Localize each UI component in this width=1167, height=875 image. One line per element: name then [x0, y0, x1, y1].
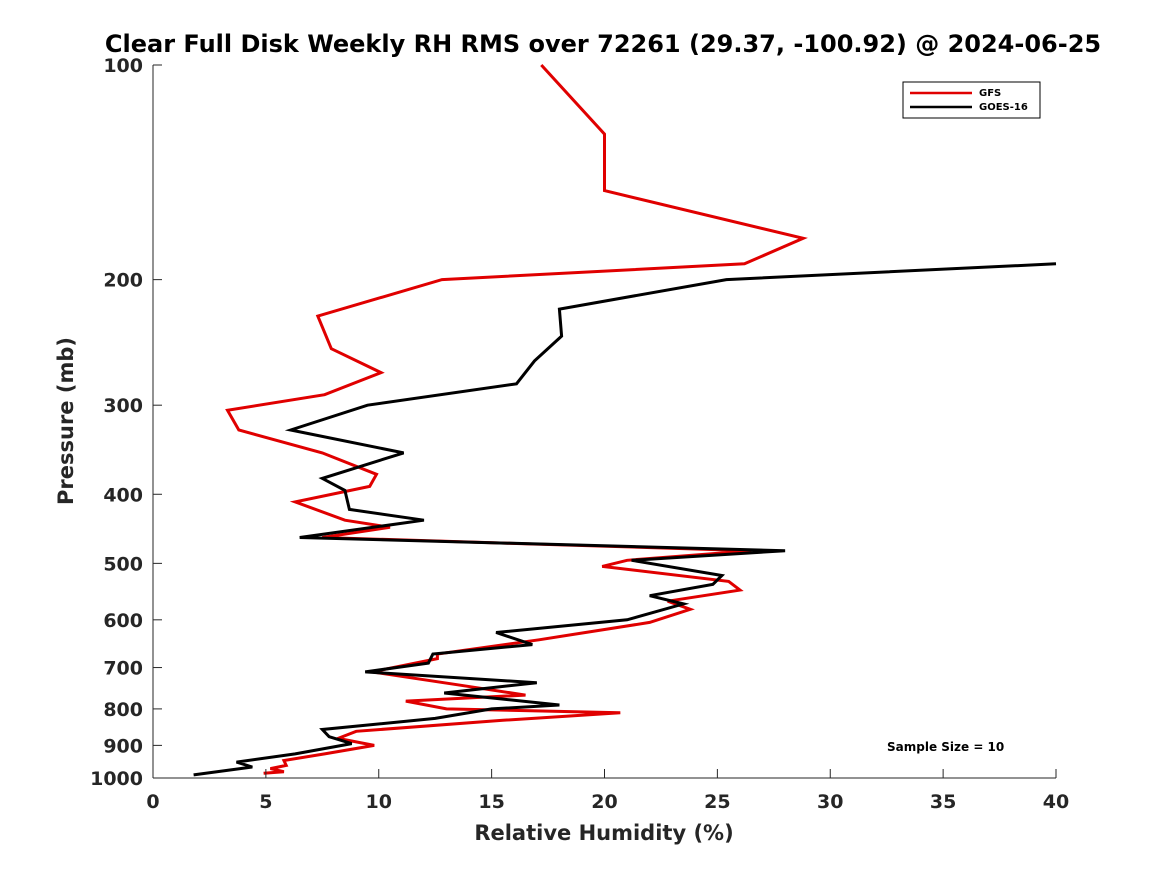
y-tick-label: 900: [103, 735, 143, 757]
sample-size-annotation: Sample Size = 10: [887, 740, 1004, 754]
y-tick-label: 800: [103, 699, 143, 721]
x-tick-label: 35: [930, 791, 956, 813]
series-line-goes16: [193, 262, 1057, 777]
y-tick-label: 500: [103, 553, 143, 575]
x-tick-label: 0: [146, 791, 159, 813]
x-axis-label: Relative Humidity (%): [474, 821, 733, 845]
y-tick-label: 1000: [90, 768, 143, 790]
y-tick-label: 200: [103, 270, 143, 292]
x-tick-label: 5: [259, 791, 272, 813]
y-axis-ticks: 100 200 300 400 500 600 700 800 900 1000: [90, 55, 162, 790]
series-layer: [193, 63, 1057, 777]
x-tick-label: 25: [704, 791, 730, 813]
y-tick-label: 400: [103, 484, 143, 506]
legend-label-gfs: GFS: [979, 88, 1001, 99]
legend: GFS GOES-16: [902, 81, 1041, 119]
chart-title: Clear Full Disk Weekly RH RMS over 72261…: [105, 30, 1101, 58]
x-axis-ticks: 0 5 10 15 20 25 30 35 40: [146, 769, 1069, 813]
y-tick-label: 600: [103, 610, 143, 632]
x-tick-label: 20: [591, 791, 617, 813]
series-line-gfs: [225, 63, 808, 775]
x-tick-label: 30: [817, 791, 843, 813]
legend-box: [902, 81, 1041, 119]
y-axis-label: Pressure (mb): [54, 337, 78, 505]
y-tick-label: 100: [103, 55, 143, 77]
x-tick-label: 10: [366, 791, 392, 813]
plot-area: [152, 63, 1057, 779]
x-tick-label: 15: [478, 791, 504, 813]
y-tick-label: 300: [103, 395, 143, 417]
legend-label-goes16: GOES-16: [979, 102, 1028, 113]
x-tick-label: 40: [1043, 791, 1069, 813]
y-tick-label: 700: [103, 658, 143, 680]
